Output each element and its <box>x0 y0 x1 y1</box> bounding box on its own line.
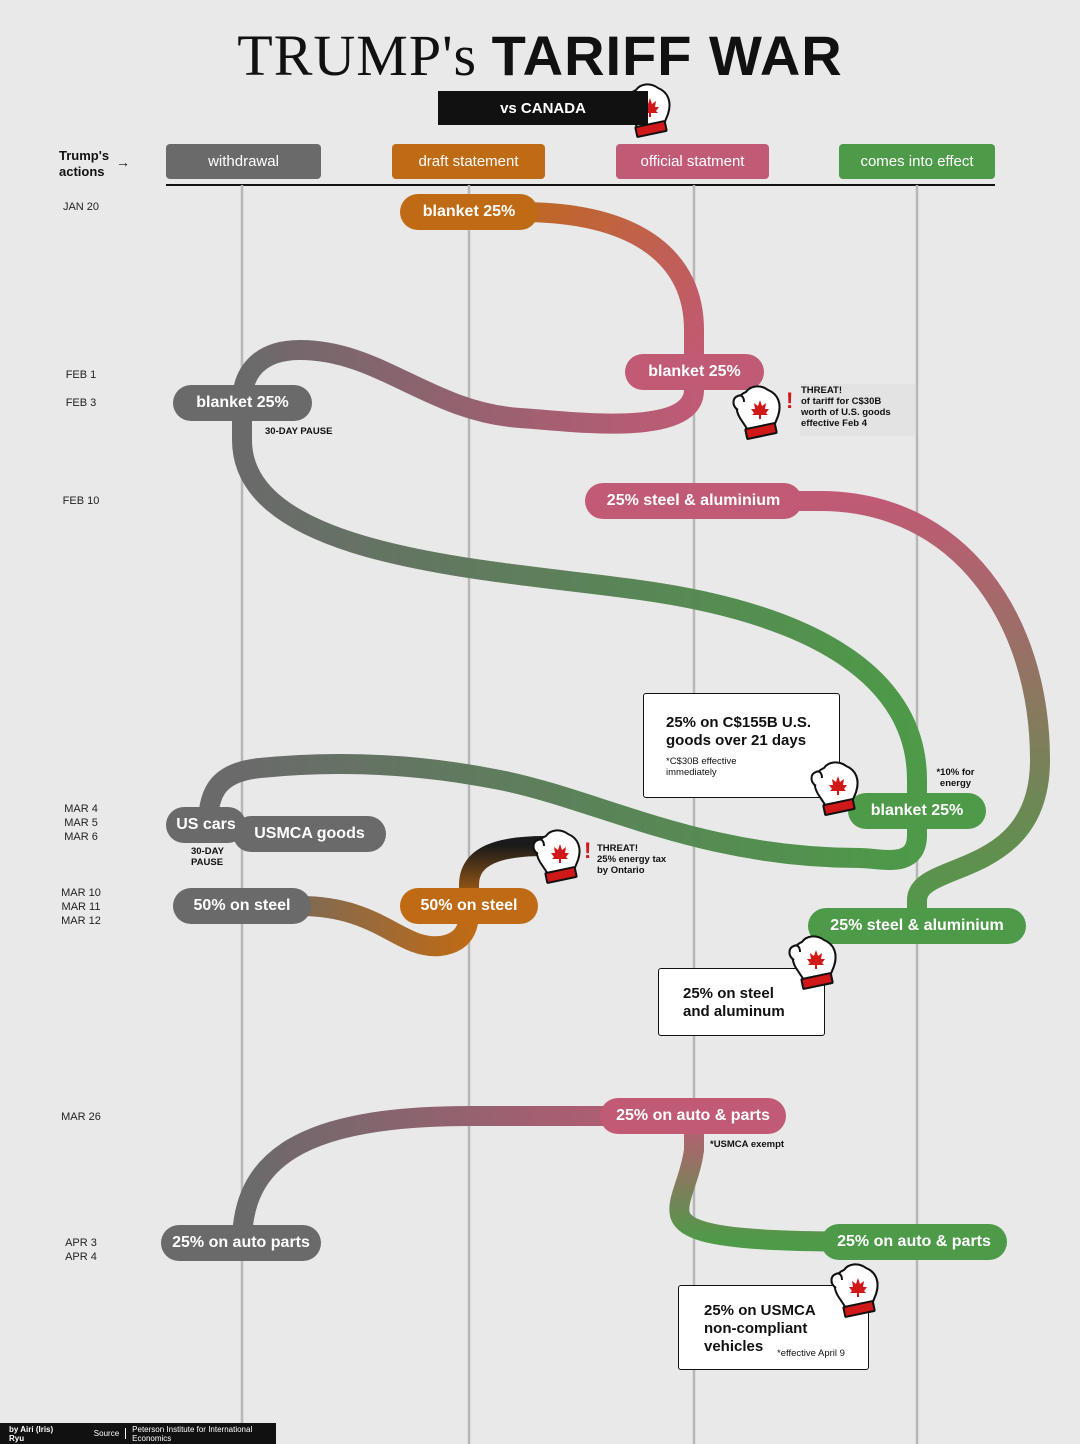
threat-1-line: of tariff for C$30B <box>801 396 882 407</box>
canada-mitten-icon <box>830 1263 879 1319</box>
date-feb3: FEB 3 <box>65 397 97 409</box>
threat-1-line: THREAT! <box>801 385 842 396</box>
title: TRUMP's TARIFF WAR <box>0 22 1080 89</box>
exclamation-icon: ! <box>786 388 794 413</box>
note-pause-mar: 30-DAY PAUSE <box>191 846 224 868</box>
canada-box-1-note: *C$30B effective immediately <box>666 756 737 778</box>
event-apr4-withdrawal: 25% on auto parts <box>161 1225 321 1261</box>
threat-1-line: worth of U.S. goods <box>801 407 891 418</box>
canada-box-2-title: 25% on steel and aluminum <box>683 985 785 1020</box>
canada-mitten-icon <box>810 761 859 817</box>
date-feb10: FEB 10 <box>62 495 100 507</box>
column-header-official: official statment <box>616 144 769 179</box>
canada-response-box-3: 25% on USMCA non-compliant vehicles *eff… <box>678 1285 869 1370</box>
exclamation-icon: ! <box>584 838 592 863</box>
threat-2-line: 25% energy tax <box>597 854 667 865</box>
date-mar12: MAR 12 <box>61 915 101 927</box>
threat-2-text: THREAT! 25% energy tax by Ontario <box>597 843 666 876</box>
column-header-effect: comes into effect <box>839 144 995 179</box>
event-apr3-effect: 25% on auto & parts <box>821 1224 1007 1260</box>
flow-steel-official-effect <box>760 491 1051 936</box>
footer-source-label: Source <box>93 1429 120 1438</box>
column-header-draft: draft statement <box>392 144 545 179</box>
canada-response-box-1: 25% on C$155B U.S. goods over 21 days *C… <box>643 693 840 798</box>
flow-steel-withdrawal-draft <box>232 896 480 957</box>
canada-mitten-icon <box>732 385 781 441</box>
flow-blanket-withdrawal-effect <box>232 393 927 821</box>
event-mar10-withdrawal: 50% on steel <box>173 888 311 924</box>
canada-response-box-2: 25% on steel and aluminum <box>658 968 825 1036</box>
actions-label: Trump's actions <box>59 148 110 179</box>
date-apr3: APR 3 <box>65 1237 97 1249</box>
date-mar26: MAR 26 <box>61 1111 101 1123</box>
canada-mitten-icon <box>788 935 837 991</box>
threat-1 <box>800 384 915 436</box>
note-pause-feb: 30-DAY PAUSE <box>265 426 333 437</box>
event-feb3-withdrawal: blanket 25% <box>173 385 312 421</box>
date-mar6: MAR 6 <box>64 831 98 843</box>
event-feb1-official: blanket 25% <box>625 354 764 390</box>
footer-by: by Airi (Iris) Ryu <box>9 1424 54 1443</box>
note-usmca-exempt: *USMCA exempt <box>710 1139 785 1150</box>
event-feb10-official: 25% steel & aluminium <box>585 483 802 519</box>
flow-blanket-draft-official <box>459 202 704 382</box>
title-part2: TARIFF WAR <box>491 24 843 87</box>
subtitle: vs CANADA <box>438 91 648 125</box>
event-mar26-official: 25% on auto & parts <box>600 1098 786 1134</box>
date-feb1: FEB 1 <box>65 369 97 381</box>
threat-2-line: THREAT! <box>597 843 638 854</box>
column-header-withdrawal: withdrawal <box>166 144 321 179</box>
event-mar6-withdrawal: USMCA goods <box>233 816 386 852</box>
date-mar4: MAR 4 <box>64 803 98 815</box>
flow-auto-official-withdrawal <box>232 1106 704 1253</box>
canada-box-3-title: 25% on USMCA non-compliant vehicles <box>704 1302 816 1355</box>
canada-box-3-note: *effective April 9 <box>777 1348 845 1359</box>
footer: by Airi (Iris) Ryu Source Peterson Insti… <box>0 1423 276 1444</box>
flow-auto-official-effect <box>669 1106 927 1252</box>
event-mar5-withdrawal: US cars <box>166 807 246 843</box>
event-mar11-draft: 50% on steel <box>400 888 538 924</box>
date-jan20: JAN 20 <box>62 201 100 213</box>
footer-divider <box>125 1428 127 1439</box>
canada-box-1-title: 25% on C$155B U.S. goods over 21 days <box>666 714 812 749</box>
event-jan20-draft: blanket 25% <box>400 194 538 230</box>
note-energy: *10% for energy <box>936 767 975 789</box>
footer-source: Peterson Institute for International Eco… <box>132 1424 253 1443</box>
threat-1-line: effective Feb 4 <box>801 418 867 429</box>
date-apr4: APR 4 <box>65 1251 97 1263</box>
event-mar4-effect: blanket 25% <box>848 793 986 829</box>
flow-blanket-official-withdrawal <box>232 339 704 434</box>
date-mar10: MAR 10 <box>61 887 101 899</box>
event-mar12-effect: 25% steel & aluminium <box>808 908 1026 944</box>
threat-1-text: THREAT! of tariff for C$30B worth of U.S… <box>801 385 891 429</box>
flow-steel-draft-threat <box>459 836 555 916</box>
threat-2-line: by Ontario <box>597 865 645 876</box>
date-mar5: MAR 5 <box>64 817 98 829</box>
title-part1: TRUMP's <box>237 23 478 88</box>
arrow-right-icon: → <box>116 154 130 170</box>
date-mar11: MAR 11 <box>61 901 101 913</box>
flow-blanket-effect-withdrawal <box>198 754 927 870</box>
